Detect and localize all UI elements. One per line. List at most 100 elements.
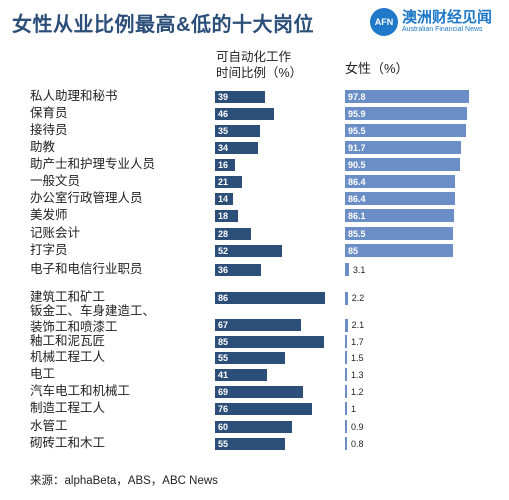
automation-bar xyxy=(215,227,251,240)
automation-value-label: 18 xyxy=(218,210,229,221)
female-value-label: 97.8 xyxy=(348,91,366,102)
afn-logo: AFN 澳洲财经见闻 Australian Financial News xyxy=(370,6,500,42)
category-label: 电工 xyxy=(30,366,56,381)
automation-value-label: 67 xyxy=(218,320,229,330)
female-bar xyxy=(345,335,348,348)
automation-value-label: 69 xyxy=(218,386,229,397)
category-label: 水管工 xyxy=(30,418,68,433)
category-label: 建筑工和矿工 xyxy=(30,290,106,304)
female-bar xyxy=(345,244,453,257)
female-bar xyxy=(345,124,467,137)
automation-value-label: 55 xyxy=(218,438,229,449)
category-label: 釉工和泥瓦匠 xyxy=(30,333,106,348)
automation-bar xyxy=(215,368,268,381)
female-value-label: 1.3 xyxy=(351,369,364,380)
automation-value-label: 55 xyxy=(218,352,229,363)
female-bar xyxy=(345,420,347,433)
automation-bar xyxy=(215,292,325,304)
category-label: 记账会计 xyxy=(30,225,81,240)
category-label: 钣金工、车身建造工、 xyxy=(30,304,156,318)
female-bar xyxy=(345,402,347,415)
female-bar xyxy=(345,175,455,188)
female-value-label: 85 xyxy=(348,245,359,256)
automation-bar xyxy=(215,124,260,137)
female-value-label: 2.2 xyxy=(351,293,365,303)
category-label: 助教 xyxy=(30,139,56,154)
automation-value-label: 35 xyxy=(218,125,229,136)
automation-value-label: 28 xyxy=(218,228,229,239)
automation-header-line2: 时间比例（%） xyxy=(216,66,303,80)
afn-logo-icon: AFN xyxy=(370,8,398,36)
category-label: 美发师 xyxy=(30,207,68,222)
female-bar xyxy=(345,227,454,240)
automation-bar xyxy=(215,192,233,205)
automation-value-label: 41 xyxy=(218,369,229,380)
automation-value-label: 14 xyxy=(218,193,229,204)
automation-value-label: 34 xyxy=(218,142,229,153)
category-label: 装饰工和喷漆工 xyxy=(30,320,118,334)
automation-bar xyxy=(215,385,304,398)
female-bar xyxy=(345,107,467,120)
female-value-label: 2.1 xyxy=(351,320,365,330)
female-value-label: 3.1 xyxy=(352,264,366,275)
automation-bar xyxy=(215,209,239,222)
automation-value-label: 46 xyxy=(218,108,229,119)
female-bar xyxy=(345,263,349,276)
automation-bar xyxy=(215,420,292,433)
automation-bar xyxy=(215,244,282,257)
female-bar xyxy=(345,158,460,171)
automation-bar xyxy=(215,141,259,154)
female-value-label: 95.5 xyxy=(348,125,366,136)
automation-value-label: 39 xyxy=(218,91,229,102)
automation-bar xyxy=(215,319,301,331)
female-bar xyxy=(345,318,348,332)
automation-value-label: 52 xyxy=(218,245,229,256)
automation-header-line1: 可自动化工作 xyxy=(216,50,292,64)
female-bar xyxy=(345,291,348,305)
automation-bar xyxy=(215,90,265,103)
female-value-label: 85.5 xyxy=(348,228,366,239)
category-label: 办公室行政管理人员 xyxy=(30,190,143,205)
category-label: 打字员 xyxy=(30,242,68,257)
automation-value-label: 86 xyxy=(218,293,229,303)
category-label: 电子和电信行业职员 xyxy=(30,261,143,276)
female-bar xyxy=(345,385,347,398)
automation-bar xyxy=(215,175,242,188)
female-value-label: 0.8 xyxy=(351,438,364,449)
female-value-label: 95.9 xyxy=(348,108,366,119)
automation-bar xyxy=(215,158,236,171)
category-label: 制造工程工人 xyxy=(30,400,106,415)
automation-bar xyxy=(215,402,313,415)
female-value-label: 90.5 xyxy=(348,159,366,170)
automation-bar xyxy=(215,351,286,364)
category-label: 保育员 xyxy=(30,105,68,120)
automation-value-label: 76 xyxy=(218,403,229,414)
female-header: 女性（%） xyxy=(345,61,409,76)
female-bar xyxy=(345,141,462,154)
female-bar xyxy=(345,368,347,381)
female-value-label: 1.7 xyxy=(351,336,364,347)
logo-name-cn: 澳洲财经见闻 xyxy=(402,9,493,26)
automation-bar xyxy=(215,263,262,276)
category-label: 一般文员 xyxy=(30,173,81,188)
category-label: 机械工程工人 xyxy=(30,349,106,364)
category-label: 助产士和护理专业人员 xyxy=(30,156,156,171)
automation-header: 可自动化工作 时间比例（%） xyxy=(216,49,336,81)
female-value-label: 1.5 xyxy=(351,352,364,363)
female-value-label: 86.4 xyxy=(348,193,366,204)
category-label: 汽车电工和机械工 xyxy=(30,383,131,398)
logo-name-en: Australian Financial News xyxy=(402,26,483,33)
automation-bar xyxy=(215,437,286,450)
female-value-label: 86.1 xyxy=(348,210,366,221)
chart-title: 女性从业比例最高&低的十大岗位 xyxy=(12,14,314,36)
female-bar xyxy=(345,351,347,364)
automation-value-label: 85 xyxy=(218,336,229,347)
female-bar xyxy=(345,90,469,103)
automation-value-label: 16 xyxy=(218,159,229,170)
category-label: 私人助理和秘书 xyxy=(30,88,118,103)
female-bar xyxy=(345,192,455,205)
automation-bar xyxy=(215,335,324,348)
source-note: 来源：alphaBeta，ABS，ABC News xyxy=(30,475,218,487)
automation-bar xyxy=(215,107,274,120)
category-label: 砌砖工和木工 xyxy=(30,435,106,450)
